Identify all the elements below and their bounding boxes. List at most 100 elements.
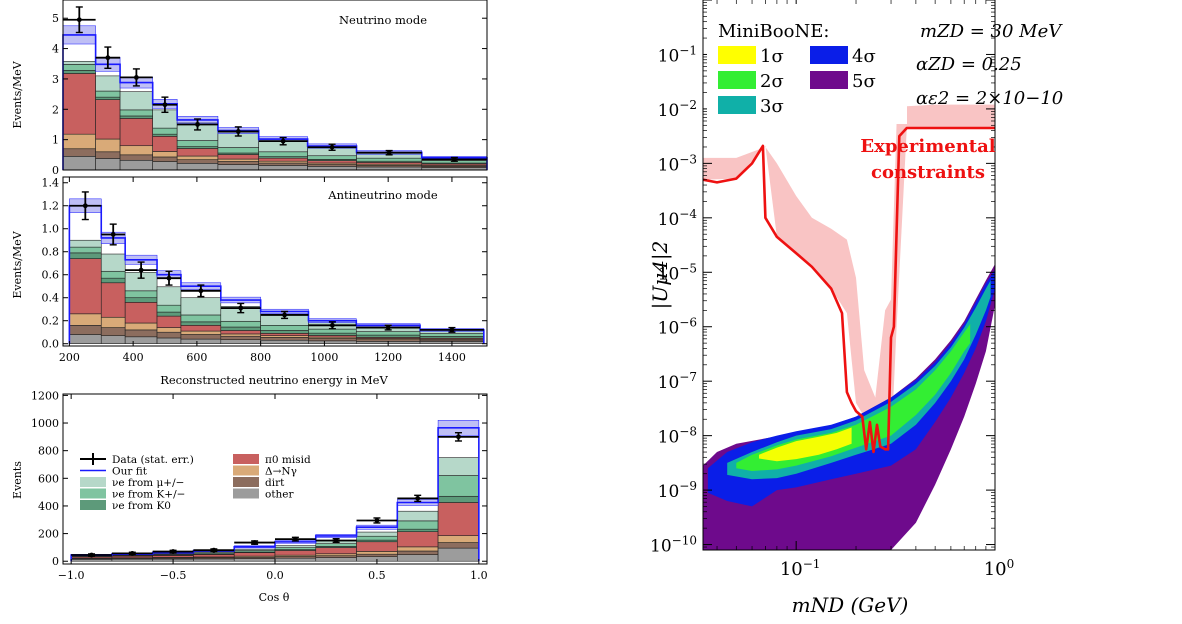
bar-other-4 xyxy=(180,338,222,345)
bar-ve_k-8 xyxy=(355,331,421,336)
sensitivity-panel: 10−10 10−9 10−8 10−7 10−6 10−5 10−4 10−3 10−2 10−… xyxy=(648,0,1063,617)
bar-ve_mu-4 xyxy=(233,548,276,551)
bar-pi0-3 xyxy=(156,315,182,328)
bar-ve_k-9 xyxy=(437,475,480,497)
miniboone-legend: MiniBooNE: 1σ 4σ 2σ 5σ 3σ xyxy=(707,4,907,124)
bar-ve_k-4 xyxy=(180,314,222,323)
bar-pi0-3 xyxy=(152,136,178,152)
legend-label-sig5: 5σ xyxy=(852,71,876,92)
bar-other-5 xyxy=(274,557,317,562)
bar-delta-0 xyxy=(62,133,96,150)
legend-title: MiniBooNE: xyxy=(718,21,829,42)
legend-label-fit: Our fit xyxy=(112,466,148,478)
bar-delta-5 xyxy=(220,333,261,337)
legend-item-ve_k: νe from K+/− xyxy=(80,488,185,501)
legend-label-dirt: dirt xyxy=(265,477,285,489)
bar-pi0-0 xyxy=(62,73,96,135)
bar-delta-3 xyxy=(156,327,182,333)
bar-delta-0 xyxy=(69,313,102,326)
bar-pi0-4 xyxy=(176,148,219,157)
y-tick-label-2: 400 xyxy=(38,500,59,513)
significance-regions xyxy=(703,264,995,550)
bar-dirt-3 xyxy=(152,156,178,162)
bar-pi0-1 xyxy=(95,99,121,140)
bar-delta-5 xyxy=(217,158,259,162)
data-point-5 xyxy=(217,126,259,137)
bar-delta-7 xyxy=(356,551,398,555)
bar-delta-1 xyxy=(95,138,121,153)
y-tick-label-1: 10−9 xyxy=(658,479,697,502)
bar-dirt-4 xyxy=(180,334,222,340)
data-point-4 xyxy=(234,540,275,545)
bar-other-7 xyxy=(307,166,357,171)
bar-delta-3 xyxy=(152,151,178,158)
bar-ve_k0-0 xyxy=(69,252,102,259)
x-tick-label-0: 200 xyxy=(59,351,80,364)
data-point-1 xyxy=(95,46,121,70)
energy-x-axis-label: Reconstructed neutrino energy in MeV xyxy=(160,373,388,387)
y-tick-label-3: 0.6 xyxy=(42,269,60,282)
bar-ve_k-7 xyxy=(308,328,357,334)
bar-dirt-5 xyxy=(220,335,261,340)
y-tick-label-5: 10−5 xyxy=(658,261,697,284)
bar-other-6 xyxy=(258,165,308,171)
x-tick-label-0: −1.0 xyxy=(58,569,85,582)
bar-dirt-8 xyxy=(397,550,439,555)
bar-ve_k0-7 xyxy=(308,332,357,336)
bar-dirt-9 xyxy=(437,542,480,549)
bar-ve_k0-1 xyxy=(95,96,121,100)
bar-pi0-2 xyxy=(124,302,158,324)
data-point-8 xyxy=(397,494,439,503)
x-tick-label-3: 0.5 xyxy=(368,569,386,582)
legend-label-other: other xyxy=(265,489,295,501)
bar-ve_mu-3 xyxy=(156,286,182,306)
bar-other-5 xyxy=(217,164,259,171)
data-point-3 xyxy=(152,96,178,114)
y-tick-label-1: 1 xyxy=(52,134,59,147)
y-tick-label-1: 200 xyxy=(38,528,59,541)
y-tick-label-5: 1.0 xyxy=(42,223,60,236)
y-tick-label-4: 10−6 xyxy=(658,316,697,339)
bar-ve_k0-2 xyxy=(119,115,153,119)
constraint-annotation-line2: constraints xyxy=(871,162,985,183)
bar-pi0-9 xyxy=(437,502,480,536)
legend-item-pi0: π0 misid xyxy=(233,454,311,466)
bar-other-6 xyxy=(260,339,309,345)
bar-other-2 xyxy=(124,336,158,345)
neutrino-data-points xyxy=(63,6,487,162)
constraint-line xyxy=(703,126,995,454)
antineutrino-x-axis: 200 400 600 800 1000 1200 1400 xyxy=(59,177,466,364)
bar-pi0-3 xyxy=(193,554,235,558)
bar-delta-1 xyxy=(100,316,126,328)
data-point-7 xyxy=(308,321,357,330)
neutrino-plot-frame xyxy=(62,0,488,171)
bar-ve_k-1 xyxy=(100,270,126,279)
y-tick-label-0: 0.0 xyxy=(42,338,60,351)
data-point-4 xyxy=(180,284,221,298)
antineutrino-mode-panel: 0.0 0.2 0.4 0.6 0.8 1.0 1.2 1.4 200 400 600 800 100… xyxy=(11,176,488,387)
x-tick-label-1: −0.5 xyxy=(160,569,187,582)
bar-other-3 xyxy=(156,337,182,345)
bar-ve_mu-1 xyxy=(100,253,126,272)
legend-label-sig1: 1σ xyxy=(760,46,784,67)
x-tick-label-1: 100 xyxy=(984,557,1015,580)
bar-pi0-6 xyxy=(258,157,308,162)
data-point-7 xyxy=(356,517,398,524)
antineutrino-mode-label: Antineutrino mode xyxy=(327,188,438,202)
bar-dirt-3 xyxy=(156,331,182,339)
data-point-5 xyxy=(220,302,261,314)
data-point-3 xyxy=(193,547,235,553)
data-point-5 xyxy=(275,536,316,542)
legend-item-ve_k0: νe from K0 xyxy=(80,500,171,512)
sensitivity-plot-area xyxy=(703,104,995,550)
data-point-7 xyxy=(307,143,357,151)
bar-ve_k-9 xyxy=(419,333,485,337)
legend-item-sig2: 2σ xyxy=(718,71,784,92)
bar-ve_mu-8 xyxy=(397,510,439,522)
bar-other-4 xyxy=(233,558,276,562)
bar-ve_mu-0 xyxy=(62,61,96,65)
bar-dirt-2 xyxy=(119,154,153,161)
data-point-2 xyxy=(120,68,153,87)
bar-ve_k-6 xyxy=(258,151,308,157)
y-tick-label-8: 10−2 xyxy=(658,98,697,121)
